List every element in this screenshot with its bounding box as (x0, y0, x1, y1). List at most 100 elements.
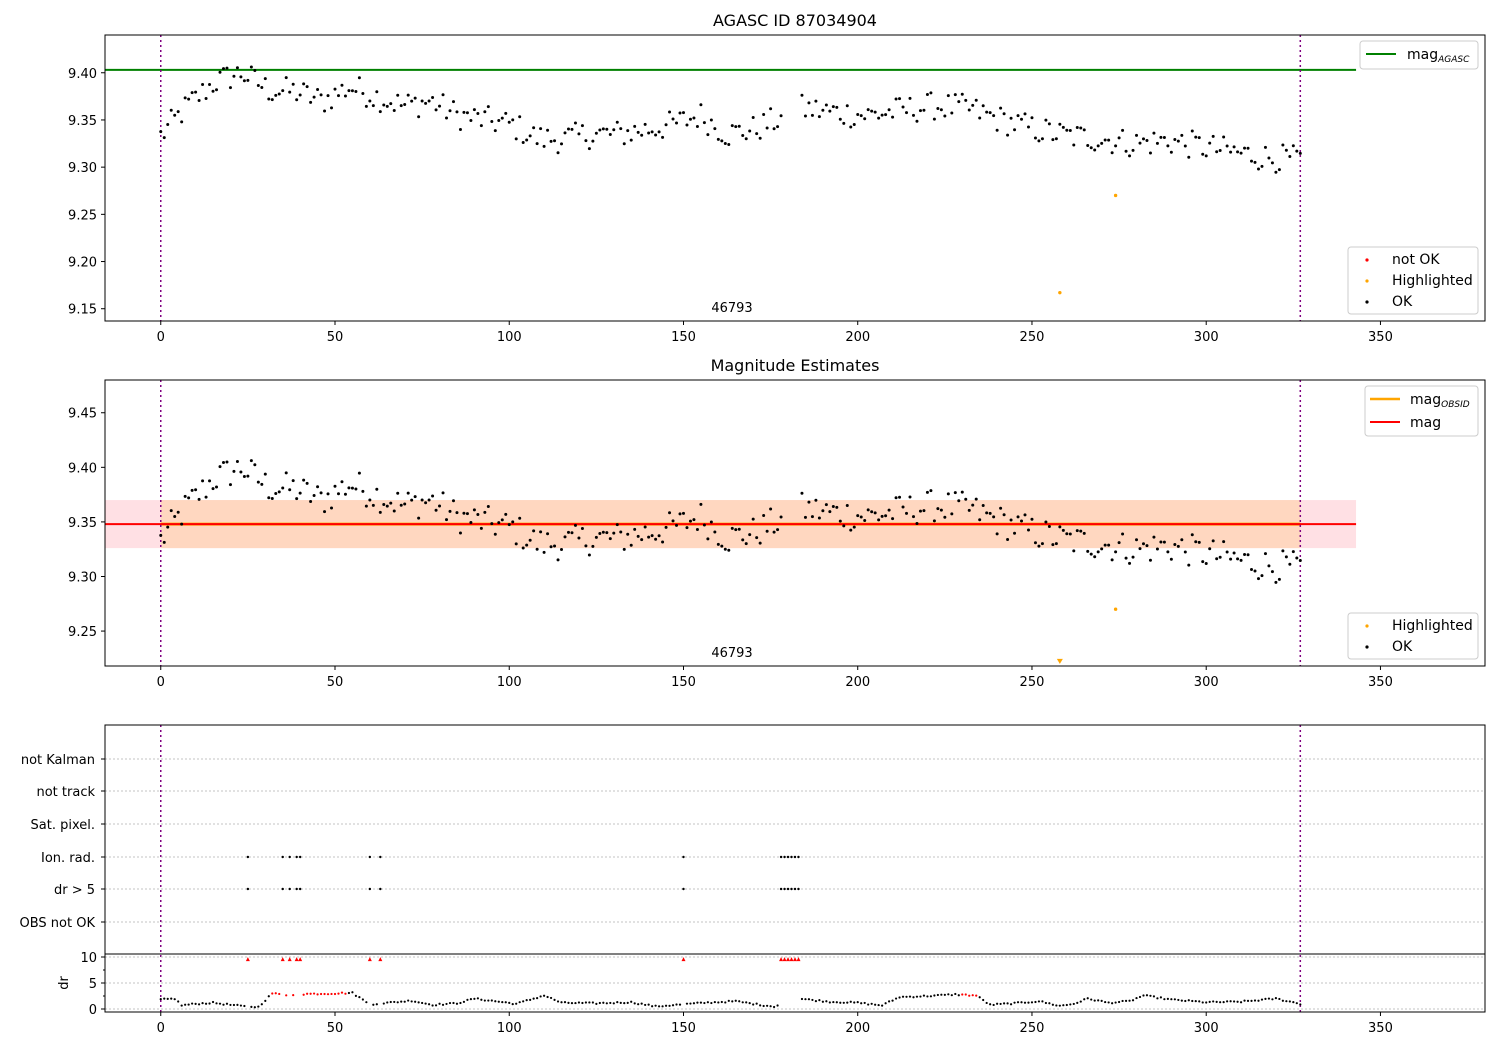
dr-point (211, 1000, 215, 1004)
ok-point (873, 511, 877, 515)
dr-clipped-marker (789, 957, 794, 962)
dr-point (898, 996, 901, 999)
ok-point (420, 99, 424, 103)
ok-point (343, 492, 347, 496)
dr-point (215, 1002, 218, 1005)
ok-point (354, 89, 358, 93)
dr-point (1295, 1002, 1298, 1005)
ok-point (323, 109, 327, 113)
ok-point (570, 531, 574, 535)
dr-point (166, 997, 169, 1000)
ok-point (333, 484, 337, 488)
dr-point (163, 997, 166, 1000)
ok-point (1086, 143, 1090, 147)
ok-point (413, 495, 417, 499)
ok-point (399, 104, 403, 108)
highlighted-point (1058, 290, 1062, 295)
ok-point (1155, 141, 1159, 145)
ok-point (270, 496, 274, 500)
ok-point (1225, 550, 1229, 554)
ok-point (873, 110, 877, 114)
ok-point (664, 123, 668, 127)
ok-point (392, 509, 396, 513)
dr-point (860, 1002, 863, 1005)
dr-point (556, 1000, 560, 1003)
ok-point (1263, 145, 1267, 149)
ok-point (563, 131, 567, 135)
dr-point (644, 1003, 647, 1007)
dr-point (1020, 1001, 1023, 1004)
dr-point (807, 998, 811, 1001)
ok-point (918, 509, 922, 513)
ok-point (225, 460, 229, 464)
ok-point (598, 128, 602, 132)
ok-point (298, 93, 302, 97)
ok-point (1277, 577, 1281, 581)
ok-point (852, 525, 856, 529)
ok-point (957, 499, 961, 503)
ok-point (1002, 112, 1006, 116)
dr-clipped-marker (367, 957, 372, 962)
ok-point (256, 84, 260, 88)
legend2-highlighted-label: Highlighted (1392, 618, 1473, 634)
ok-point (371, 104, 375, 108)
ok-point (1093, 148, 1097, 152)
dr-point (1281, 999, 1284, 1002)
ok-point (1145, 544, 1149, 548)
dr-point (755, 1002, 758, 1005)
ok-point (967, 108, 971, 112)
dr-point (874, 1003, 877, 1006)
ok-point (810, 515, 814, 519)
dr-point (351, 991, 354, 994)
dr-point (1177, 998, 1180, 1002)
dr-point (431, 1004, 434, 1007)
ok-point (396, 491, 400, 495)
ok-point (807, 101, 811, 105)
ok-point (769, 107, 773, 111)
ok-point (817, 516, 821, 520)
ok-point (445, 116, 449, 120)
dr-point (504, 1001, 507, 1004)
dr-point (375, 1003, 378, 1006)
ok-point (591, 139, 595, 143)
panel3-frame (104, 724, 1486, 1013)
dr-point (483, 999, 486, 1002)
panel1-legend-top: magAGASC (1359, 40, 1479, 70)
flag-point (790, 887, 793, 891)
ok-point (856, 112, 860, 116)
ok-point (305, 481, 309, 485)
x-tick-label: 100 (497, 675, 522, 690)
ok-point (340, 83, 344, 87)
dr-point (312, 992, 316, 995)
ok-point (469, 520, 473, 524)
dr-point (800, 997, 804, 1001)
ok-point (695, 527, 699, 531)
ok-point (668, 511, 672, 515)
ok-point (1006, 538, 1010, 542)
ok-point (427, 99, 431, 103)
ok-point (1260, 574, 1264, 578)
ok-point (1201, 560, 1205, 564)
ok-point (803, 515, 807, 519)
ok-point (762, 514, 766, 518)
ok-point (361, 489, 365, 493)
ok-point (1016, 114, 1020, 118)
ok-point (849, 528, 853, 532)
dr-point (619, 1001, 622, 1005)
dr-tick-label: 5 (89, 977, 97, 992)
dr-point (1065, 1003, 1068, 1007)
ok-point (556, 151, 560, 155)
dr-point (1142, 994, 1145, 997)
ok-point (190, 91, 194, 95)
ok-point (612, 128, 616, 132)
ok-point (319, 93, 323, 97)
dr-point (553, 998, 556, 1001)
ok-point (898, 97, 902, 101)
ok-point (368, 498, 372, 502)
ok-point (612, 531, 616, 535)
dr-point (947, 993, 950, 996)
ok-point (1232, 551, 1236, 555)
x-tick-label: 50 (327, 1021, 344, 1036)
dr-point (908, 995, 912, 998)
ok-point (1239, 558, 1243, 562)
